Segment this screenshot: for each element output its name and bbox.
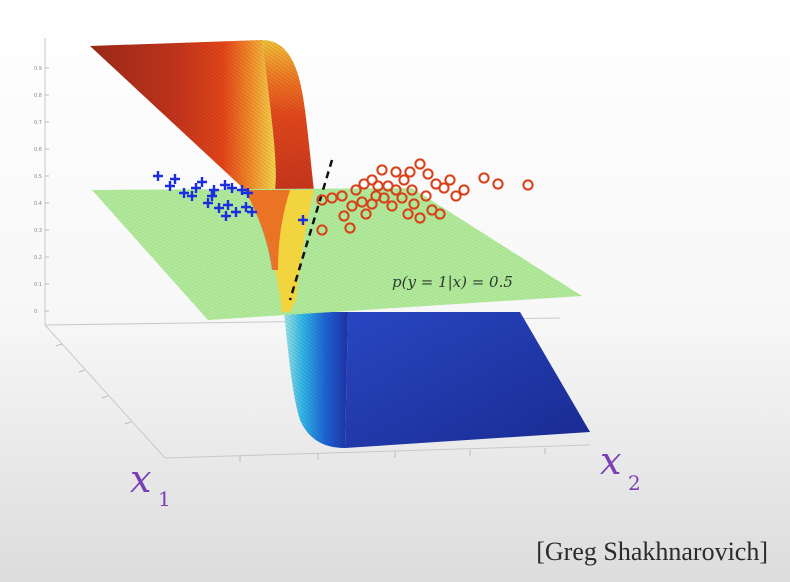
credit-text: [Greg Shakhnarovich] <box>536 537 768 566</box>
circle-marker <box>478 172 490 184</box>
plus-marker <box>209 185 219 195</box>
vertical-tick-label: 0.5 <box>34 174 42 180</box>
circle-marker <box>370 190 382 202</box>
plus-marker <box>165 181 175 191</box>
circle-marker <box>408 198 420 210</box>
plus-marker <box>179 188 189 198</box>
circle-marker <box>458 184 470 196</box>
circle-marker <box>404 166 416 178</box>
plus-marker <box>170 174 180 184</box>
circle-marker <box>434 208 446 220</box>
circle-marker <box>316 194 328 206</box>
circle-marker <box>420 190 432 202</box>
circle-marker <box>444 174 456 186</box>
circle-marker <box>356 196 368 208</box>
vertical-tick-label: 0.8 <box>34 93 42 99</box>
equation-label: p(y = 1|x) = 0.5 <box>392 273 513 291</box>
vertical-tick-label: 0.2 <box>34 255 42 261</box>
plus-marker <box>207 191 217 201</box>
surface-through-plane-red <box>245 190 290 270</box>
plus-marker <box>298 215 308 225</box>
circle-marker <box>396 192 408 204</box>
circle-marker <box>360 208 372 220</box>
circle-marker <box>366 174 378 186</box>
axis-x2-letter: x <box>600 439 621 483</box>
surface-steep-drop-texture <box>262 40 314 190</box>
plus-marker <box>221 211 231 221</box>
axis-x1-subscript: 1 <box>158 487 171 511</box>
circle-marker <box>376 164 388 176</box>
floor-axis-ticks <box>55 343 546 462</box>
plus-marker <box>220 180 230 190</box>
plus-marker <box>247 207 257 217</box>
circle-marker <box>390 184 402 196</box>
vertical-tick-label: 0.3 <box>34 228 42 234</box>
circle-marker <box>402 208 414 220</box>
circle-marker <box>414 212 426 224</box>
surface-low-curve-texture <box>284 312 348 448</box>
decision-plane-texture <box>92 188 582 320</box>
vertical-tick-label: 0 <box>34 309 37 315</box>
plus-marker <box>153 171 163 181</box>
circle-marker <box>338 210 350 222</box>
plus-marker <box>197 177 207 187</box>
circle-marker <box>450 190 462 202</box>
plus-marker <box>241 202 251 212</box>
surface-low-plateau-texture <box>345 312 590 448</box>
vertical-tick-label: 0.7 <box>34 120 42 126</box>
plus-marker <box>227 183 237 193</box>
vertical-tick-label: 0.9 <box>34 66 42 72</box>
axis-label-x2: x 2 <box>600 439 641 495</box>
decision-boundary-line <box>288 159 334 301</box>
axis-x2-subscript: 2 <box>628 471 641 495</box>
plus-marker <box>203 198 213 208</box>
plus-marker <box>243 188 253 198</box>
circle-marker <box>438 182 450 194</box>
circle-marker <box>326 192 338 204</box>
plus-marker <box>223 200 233 210</box>
axis-x1-letter: x <box>130 457 151 501</box>
circle-marker <box>350 184 362 196</box>
circle-marker <box>336 190 348 202</box>
vertical-axis-ticks: 0.9 0.8 0.7 0.6 0.5 0.4 0.3 0.2 0.1 0 <box>34 66 49 315</box>
circle-marker <box>386 200 398 212</box>
plus-marker <box>237 185 247 195</box>
circle-marker <box>422 168 434 180</box>
circle-marker <box>492 178 504 190</box>
class-negative-points <box>316 158 534 236</box>
plus-marker <box>231 207 241 217</box>
plus-marker <box>191 183 201 193</box>
vertical-tick-label: 0.6 <box>34 147 42 153</box>
circle-marker <box>346 200 358 212</box>
circle-marker <box>344 222 356 234</box>
plus-marker <box>214 203 224 213</box>
vertical-tick-label: 0.1 <box>34 282 42 288</box>
plus-marker <box>187 191 197 201</box>
circle-marker <box>316 224 328 236</box>
class-positive-points <box>153 171 308 225</box>
vertical-tick-label: 0.4 <box>34 201 42 207</box>
circle-marker <box>414 158 426 170</box>
axis-label-x1: x 1 <box>130 457 171 511</box>
circle-marker <box>398 174 410 186</box>
circle-marker <box>390 166 402 178</box>
circle-marker <box>406 184 418 196</box>
surface-high-plateau-texture <box>90 40 276 190</box>
circle-marker <box>522 179 534 191</box>
